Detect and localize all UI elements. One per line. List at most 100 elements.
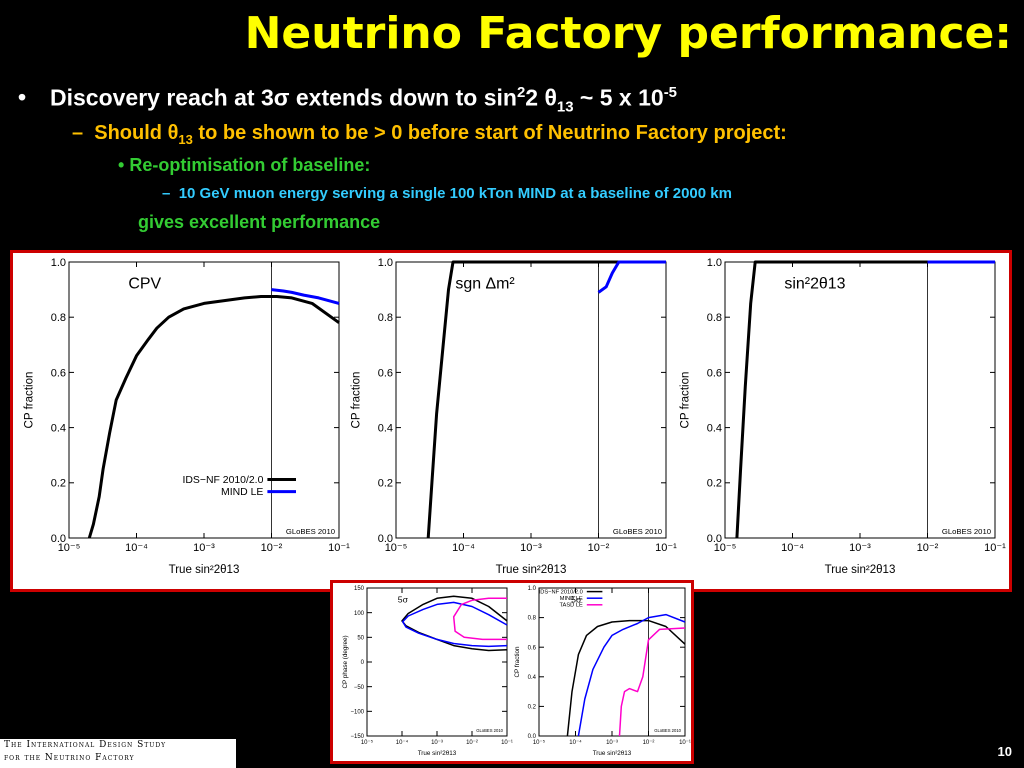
y-tick-label: −100 [350, 709, 364, 715]
y-axis-label: CP fraction [514, 646, 521, 678]
y-axis-label: CP fraction [351, 372, 363, 429]
y-tick-label: 0.6 [707, 367, 722, 379]
watermark: GLoBES 2010 [613, 527, 662, 536]
footer-logo: The International Design Study for the N… [0, 739, 236, 768]
series-line-mind-le [401, 601, 508, 648]
chart-title: sgn Δm² [455, 275, 514, 292]
watermark: GLoBES 2010 [476, 728, 503, 733]
series-line-tasd-le [452, 597, 507, 641]
chart-1: 10⁻⁵ 10⁻⁴ 10⁻³ 10⁻² 10⁻¹ 0.0 0.2 0.4 0.6 0.8 1.0 sg… [351, 257, 677, 576]
series-line-tasd-le [618, 627, 686, 737]
legend-label: MIND LE [221, 487, 263, 498]
x-tick-label: 10⁻³ [431, 740, 443, 746]
y-axis-label: CP phase (degree) [342, 635, 349, 688]
x-tick-label: 10⁻⁵ [385, 542, 408, 554]
y-tick-label: 0.6 [378, 367, 393, 379]
y-axis-label: CP fraction [24, 372, 36, 429]
chart-0: 10⁻⁵ 10⁻⁴ 10⁻³ 10⁻² 10⁻¹ 0.0 0.2 0.4 0.6 0.8 1.0 CP… [24, 257, 350, 576]
y-tick-label: 0.4 [51, 422, 66, 434]
plot-frame [538, 587, 686, 737]
chart-title: CPV [128, 275, 161, 292]
series-line-ids-nf-2010-2-0 [426, 260, 666, 539]
y-tick-label: 0.8 [378, 312, 393, 324]
watermark: GLoBES 2010 [654, 728, 681, 733]
chart-panel-main: 10⁻⁵ 10⁻⁴ 10⁻³ 10⁻² 10⁻¹ 0.0 0.2 0.4 0.6 0.8 1.0 CP… [10, 250, 1012, 592]
watermark: GLoBES 2010 [286, 527, 335, 536]
bullet-muon-energy: – 10 GeV muon energy serving a single 10… [162, 185, 732, 202]
series-line-ids-nf-2010-2-0 [87, 295, 340, 539]
y-tick-label: 0.6 [528, 645, 537, 651]
y-tick-label: 0.2 [51, 478, 66, 490]
x-tick-label: 10⁻⁴ [396, 739, 409, 746]
x-tick-label: 10⁻¹ [679, 740, 691, 746]
x-tick-label: 10⁻⁵ [533, 739, 546, 746]
series-line-ids-nf-2010-2-0 [401, 595, 508, 652]
chart-3: 10⁻⁵ 10⁻⁴ 10⁻³ 10⁻² 10⁻¹ −150 −100 −50 0 50 100 150… [342, 586, 513, 757]
y-tick-label: 0.2 [528, 705, 537, 711]
y-tick-label: 0.4 [707, 422, 722, 434]
y-tick-label: 0.4 [528, 675, 537, 681]
y-tick-label: −150 [350, 734, 364, 740]
x-tick-label: 10⁻¹ [501, 740, 513, 746]
x-tick-label: 10⁻² [261, 542, 283, 554]
bullet-marker: – [162, 185, 171, 202]
x-tick-label: 10⁻³ [193, 542, 215, 554]
chart-2: 10⁻⁵ 10⁻⁴ 10⁻³ 10⁻² 10⁻¹ 0.0 0.2 0.4 0.6 0.8 1.0 si… [680, 257, 1006, 576]
x-tick-label: 10⁻² [466, 740, 478, 746]
bullet-reoptimisation: • Re-optimisation of baseline: [118, 155, 371, 175]
y-tick-label: 50 [357, 635, 364, 641]
chart-title: 5σ [398, 594, 409, 604]
plot-frame [724, 261, 996, 539]
x-axis-label: True sin²2θ13 [593, 750, 632, 757]
y-tick-label: 0.8 [528, 616, 537, 622]
x-tick-label: 10⁻¹ [984, 542, 1006, 554]
y-tick-label: 0.4 [378, 422, 393, 434]
x-tick-label: 10⁻⁵ [714, 542, 737, 554]
y-axis-label: CP fraction [680, 372, 692, 429]
y-tick-label: 0.8 [707, 312, 722, 324]
series-line-ids-nf-2010-2-0 [566, 619, 686, 737]
y-tick-label: −50 [354, 685, 365, 691]
x-tick-label: 10⁻⁴ [781, 542, 804, 554]
legend-label: TASD LE [560, 603, 583, 609]
y-tick-label: 0.0 [528, 734, 537, 740]
x-tick-label: 10⁻³ [606, 740, 618, 746]
x-tick-label: 10⁻⁴ [125, 542, 148, 554]
x-tick-label: 10⁻¹ [328, 542, 350, 554]
bullet-marker: • [18, 84, 27, 110]
footer-line-2: for the Neutrino Factory [4, 753, 135, 763]
y-tick-label: 1.0 [378, 257, 393, 269]
y-tick-label: 0.6 [51, 367, 66, 379]
x-tick-label: 10⁻² [917, 542, 939, 554]
y-tick-label: 1.0 [528, 586, 537, 592]
x-axis-label: True sin²2θ13 [169, 564, 240, 576]
x-axis-label: True sin²2θ13 [496, 564, 567, 576]
series-line-ids-nf-2010-2-0 [735, 260, 995, 539]
x-tick-label: 10⁻⁴ [569, 739, 582, 746]
bullet-marker: – [72, 122, 84, 144]
y-tick-label: 0.0 [378, 533, 393, 545]
y-tick-label: 1.0 [51, 257, 66, 269]
y-tick-label: 0.0 [707, 533, 722, 545]
x-tick-label: 10⁻² [588, 542, 610, 554]
main-charts-svg: 10⁻⁵ 10⁻⁴ 10⁻³ 10⁻² 10⁻¹ 0.0 0.2 0.4 0.6 0.8 1.0 CP… [24, 257, 1006, 576]
chart-panel-inset: 10⁻⁵ 10⁻⁴ 10⁻³ 10⁻² 10⁻¹ −150 −100 −50 0 50 100 150… [330, 580, 694, 764]
x-tick-label: 10⁻⁵ [58, 542, 81, 554]
y-tick-label: 0.8 [51, 312, 66, 324]
bullet-performance: gives excellent performance [138, 212, 381, 232]
series-line-mind-le [597, 260, 666, 294]
footer-line-1: The International Design Study [4, 740, 167, 750]
chart-title: 5σ [571, 594, 582, 604]
x-tick-label: 10⁻³ [520, 542, 542, 554]
legend-label: IDS−NF 2010/2.0 [182, 475, 263, 486]
bullet-marker: • [118, 155, 125, 175]
watermark: GLoBES 2010 [942, 527, 991, 536]
x-axis-label: True sin²2θ13 [418, 750, 457, 757]
page-number: 10 [997, 744, 1012, 759]
legend-label: MIND LE [560, 596, 583, 602]
bullet-theta13: – Should θ13 to be shown to be > 0 befor… [72, 122, 787, 147]
chart-4: 10⁻⁵ 10⁻⁴ 10⁻³ 10⁻² 10⁻¹ 0.0 0.2 0.4 0.6 0.8 1.0 5σ… [514, 586, 691, 757]
y-tick-label: 0.2 [707, 478, 722, 490]
y-tick-label: 0.2 [378, 478, 393, 490]
y-tick-label: 150 [354, 586, 365, 592]
